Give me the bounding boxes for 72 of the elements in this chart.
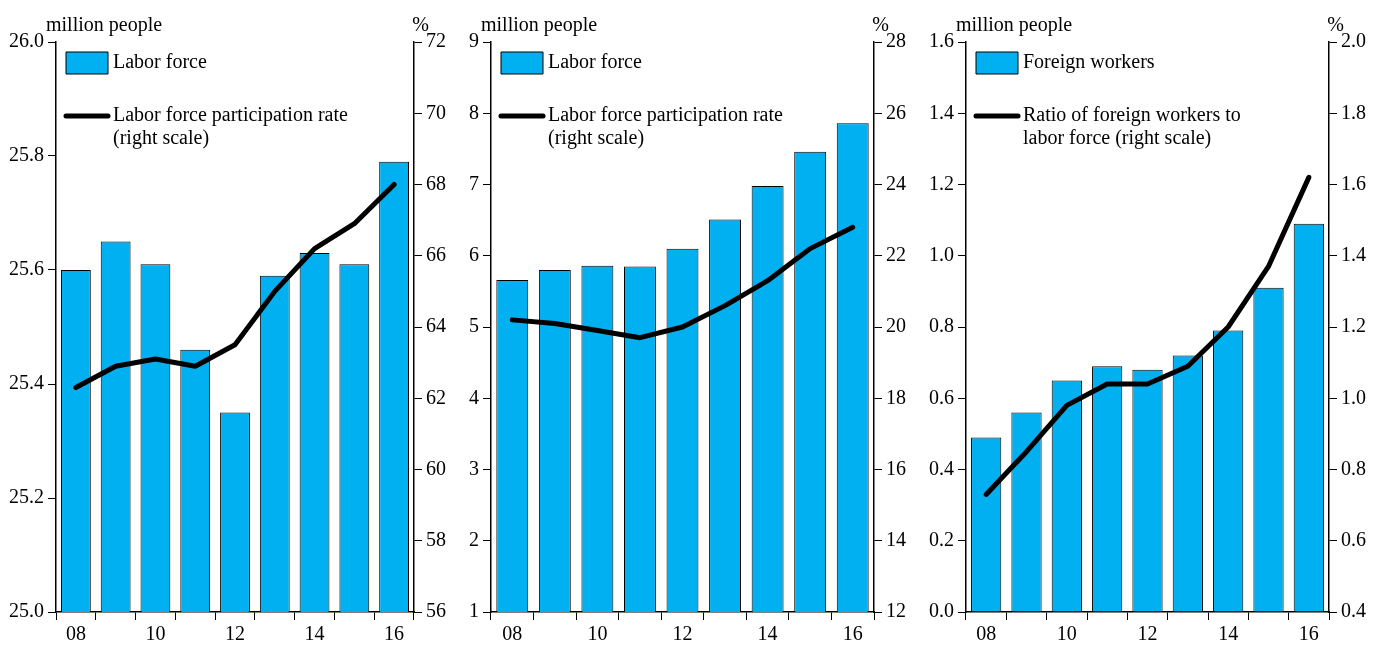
- y2-tick-label: 0.4: [1341, 599, 1366, 622]
- x-tick-label: 16: [1298, 622, 1319, 645]
- x-tick-label: 14: [304, 622, 325, 645]
- y2-tick-label: 18: [886, 385, 906, 408]
- y-axis-title: million people: [481, 13, 598, 37]
- y2-tick-label: 1.2: [1341, 314, 1366, 337]
- y-tick-label: 8: [469, 100, 479, 123]
- y2-tick-label: 22: [886, 243, 906, 265]
- legend-label: Labor force participation rate (right scale): [113, 103, 348, 150]
- y-tick-label: 1.6: [929, 29, 954, 52]
- y2-tick-label: 26: [886, 100, 906, 123]
- y2-tick-label: 62: [426, 385, 446, 408]
- y-tick-label: 4: [469, 385, 479, 408]
- y-tick-label: 2: [469, 528, 479, 550]
- y-tick-label: 9: [469, 29, 479, 52]
- x-tick-label: 14: [1218, 622, 1239, 645]
- y2-tick-label: 64: [426, 314, 446, 337]
- y2-tick-label: 1.6: [1341, 171, 1366, 194]
- y-tick-label: 1.4: [929, 100, 954, 123]
- y-tick-label: 0.8: [929, 314, 954, 337]
- y2-tick-label: 70: [426, 100, 446, 123]
- x-tick-label: 16: [842, 622, 863, 645]
- y-tick-label: 7: [469, 171, 479, 194]
- y-tick-label: 6: [469, 243, 479, 265]
- y2-tick-label: 0.6: [1341, 528, 1366, 550]
- y-tick-label: 1.2: [929, 171, 954, 194]
- y2-tick-label: 16: [886, 456, 906, 479]
- x-tick-label: 12: [672, 622, 693, 645]
- y2-tick-label: 1.0: [1341, 385, 1366, 408]
- x-tick-label: 08: [502, 622, 523, 645]
- y2-tick-label: 24: [886, 171, 906, 194]
- y-tick-label: 0.0: [929, 599, 954, 622]
- y-tick-label: 25.4: [9, 371, 44, 394]
- y-tick-label: 25.2: [9, 485, 44, 508]
- x-tick-label: 16: [384, 622, 405, 645]
- legend-label: Labor force participation rate (right scale): [548, 103, 783, 150]
- x-tick-label: 10: [587, 622, 608, 645]
- y2-tick-label: 0.8: [1341, 456, 1366, 479]
- y-tick-label: 26.0: [9, 29, 44, 52]
- y-tick-label: 5: [469, 314, 479, 337]
- y-tick-label: 25.8: [9, 143, 44, 166]
- y2-tick-label: 1.4: [1341, 243, 1366, 265]
- y-tick-label: 25.6: [9, 257, 44, 280]
- y-tick-label: 1: [469, 599, 479, 622]
- y-tick-label: 1.0: [929, 243, 954, 265]
- y-tick-label: 0.4: [929, 456, 954, 479]
- y2-tick-label: 12: [886, 599, 906, 622]
- y-tick-label: 25.0: [9, 599, 44, 622]
- y2-tick-label: 20: [886, 314, 906, 337]
- y2-tick-label: 56: [426, 599, 446, 622]
- legend-label: Labor force: [548, 50, 642, 73]
- legend-label: Foreign workers: [1023, 50, 1155, 74]
- y-tick-label: 0.6: [929, 385, 954, 408]
- y-axis-title: million people: [46, 13, 163, 37]
- x-tick-label: 08: [65, 622, 86, 645]
- y-tick-label: 3: [469, 456, 479, 479]
- y2-tick-label: 60: [426, 456, 446, 479]
- y2-tick-label: 58: [426, 528, 446, 550]
- x-tick-label: 10: [145, 622, 166, 645]
- x-tick-label: 14: [757, 622, 778, 645]
- x-tick-label: 08: [976, 622, 997, 645]
- y-tick-label: 0.2: [929, 528, 954, 550]
- y2-tick-label: 1.8: [1341, 100, 1366, 123]
- y-axis-title: million people: [956, 13, 1073, 37]
- y2-tick-label: 14: [886, 528, 906, 550]
- y2-tick-label: 68: [426, 171, 446, 194]
- legend-label: Ratio of foreign workers to labor force (right scale): [1023, 103, 1241, 150]
- x-tick-label: 12: [1137, 622, 1158, 645]
- x-tick-label: 10: [1056, 622, 1077, 645]
- y2-tick-label: 66: [426, 243, 446, 265]
- legend-label: Labor force: [113, 50, 207, 73]
- x-tick-label: 12: [225, 622, 245, 645]
